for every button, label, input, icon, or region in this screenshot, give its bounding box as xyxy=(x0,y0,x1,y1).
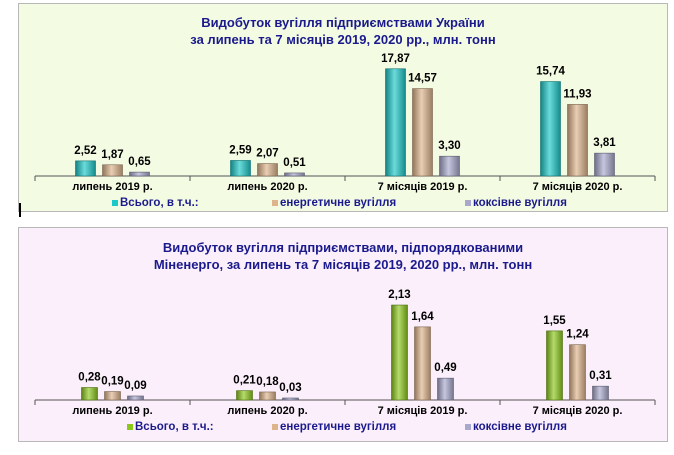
legend-item: Всього, в т.ч.: xyxy=(127,421,214,433)
bar xyxy=(257,163,278,177)
x-tick-label: 7 місяців 2020 р. xyxy=(533,181,623,193)
data-label: 17,87 xyxy=(381,53,410,65)
data-label: 1,55 xyxy=(543,315,566,327)
bar xyxy=(567,104,588,177)
legend-item: енергетичне вугілля xyxy=(272,421,396,433)
bar xyxy=(127,395,144,401)
bar xyxy=(592,385,609,401)
bar xyxy=(236,390,253,401)
bar xyxy=(439,155,460,177)
x-tick-label: 7 місяців 2020 р. xyxy=(533,405,623,417)
legend-label: коксівне вугілля xyxy=(473,421,567,433)
bar xyxy=(414,326,431,401)
data-label: 2,13 xyxy=(388,289,410,301)
bar xyxy=(385,68,406,177)
data-label: 0,19 xyxy=(101,376,123,388)
data-label: 1,24 xyxy=(566,329,589,341)
x-tick-label: 7 місяців 2019 р. xyxy=(378,405,468,417)
data-label: 0,28 xyxy=(78,372,101,384)
legend-item: енергетичне вугілля xyxy=(272,197,396,209)
data-label: 2,59 xyxy=(229,144,251,156)
data-label: 3,30 xyxy=(438,140,460,152)
x-tick-label: липень 2020 р. xyxy=(227,405,307,417)
bar xyxy=(546,330,563,401)
data-label: 0,09 xyxy=(124,380,146,392)
bar xyxy=(594,152,615,177)
bar xyxy=(284,172,305,177)
chart-panel-minenergo: Видобуток вугілля підприємствами, підпор… xyxy=(18,227,668,442)
bar xyxy=(391,304,408,401)
data-label: 15,74 xyxy=(536,66,565,78)
chart-subtitle: Міненерго, за липень та 7 місяців 2019, … xyxy=(153,257,533,272)
legend-swatch xyxy=(272,200,278,206)
bar xyxy=(437,377,454,401)
x-tick-label: 7 місяців 2019 р. xyxy=(378,181,468,193)
data-label: 0,65 xyxy=(128,156,151,168)
legend-label: енергетичне вугілля xyxy=(280,197,397,209)
legend-label: енергетичне вугілля xyxy=(280,421,397,433)
data-label: 0,03 xyxy=(279,382,301,394)
bar xyxy=(230,160,251,177)
bar xyxy=(104,391,121,401)
chart-title: Видобуток вугілля підприємствами, підпор… xyxy=(162,240,524,255)
legend-label: Всього, в т.ч.: xyxy=(120,197,199,209)
bar xyxy=(569,344,586,401)
x-tick-label: липень 2019 р. xyxy=(72,405,152,417)
x-tick-label: липень 2020 р. xyxy=(227,181,307,193)
bar xyxy=(75,160,96,177)
data-label: 0,31 xyxy=(589,370,612,382)
data-label: 0,49 xyxy=(434,362,456,374)
data-label: 2,52 xyxy=(74,145,96,157)
legend-item: Всього, в т.ч.: xyxy=(112,197,199,209)
chart-panel-ukraine: Видобуток вугілля підприємствами України… xyxy=(18,3,668,212)
data-label: 1,64 xyxy=(411,311,434,323)
chart-title: Видобуток вугілля підприємствами України xyxy=(201,15,485,30)
data-label: 0,51 xyxy=(283,157,306,169)
legend-swatch xyxy=(465,424,471,430)
bar xyxy=(129,171,150,177)
bar xyxy=(412,88,433,177)
bar-chart-ukraine: 2,52 1,87 0,65 липень 2019 р. 2,59 2,07 0,51 ли… xyxy=(34,53,656,193)
data-label: 3,81 xyxy=(593,137,616,149)
data-label: 14,57 xyxy=(408,73,437,85)
x-tick-label: липень 2019 р. xyxy=(72,181,152,193)
legend-swatch xyxy=(112,200,118,206)
data-label: 2,07 xyxy=(256,148,278,160)
bar xyxy=(540,81,561,177)
legend-item: коксівне вугілля xyxy=(465,197,567,209)
legend-label: Всього, в т.ч.: xyxy=(135,421,214,433)
bar xyxy=(102,164,123,177)
text-cursor xyxy=(19,203,21,217)
bar xyxy=(259,391,276,401)
legend-item: коксівне вугілля xyxy=(465,421,567,433)
data-label: 11,93 xyxy=(563,88,591,100)
legend-swatch xyxy=(272,424,278,430)
chart-subtitle: за липень та 7 місяців 2019, 2020 рр., м… xyxy=(190,32,496,47)
legend-swatch xyxy=(465,200,471,206)
data-label: 0,18 xyxy=(256,376,279,388)
data-label: 1,87 xyxy=(101,149,123,161)
legend-swatch xyxy=(127,424,133,430)
bar xyxy=(81,387,98,401)
legend-label: коксівне вугілля xyxy=(473,197,567,209)
bar-chart-minenergo: 0,28 0,19 0,09 липень 2019 р. 0,21 0,180,03 ли… xyxy=(34,289,656,417)
bar xyxy=(282,397,299,401)
data-label: 0,21 xyxy=(233,375,256,387)
